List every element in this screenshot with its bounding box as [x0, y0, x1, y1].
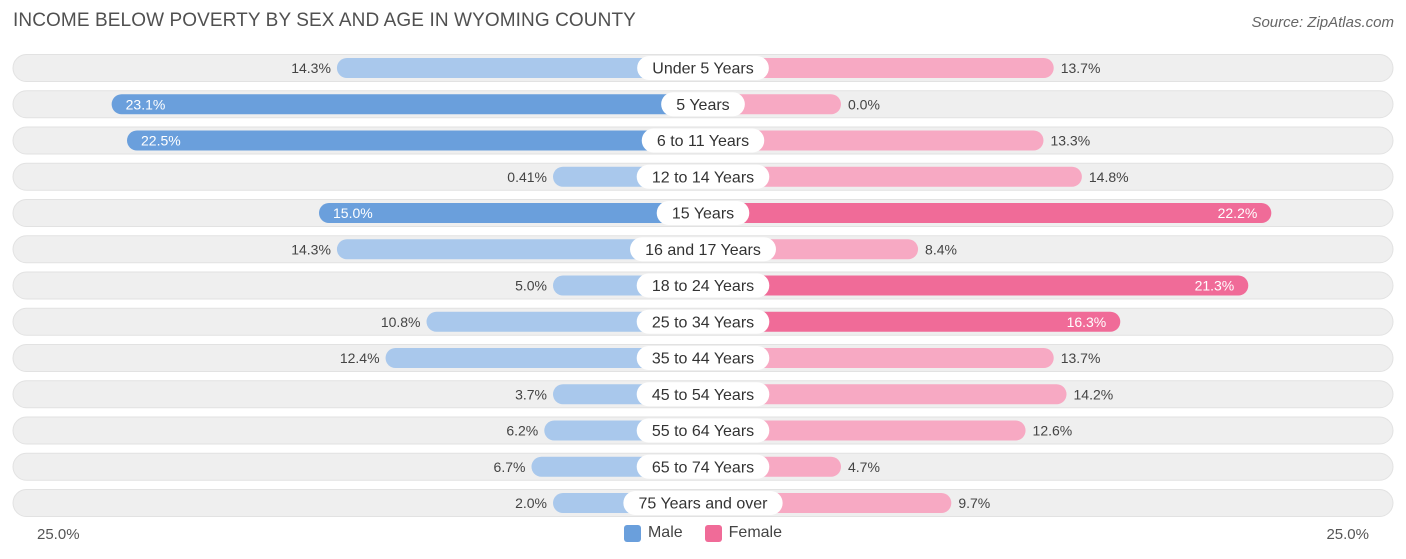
category-label: 18 to 24 Years	[652, 278, 754, 295]
female-value-label: 13.7%	[1061, 350, 1101, 366]
category-label-bg	[636, 273, 770, 298]
legend-item-female: Female	[704, 524, 783, 542]
female-value-label: 13.3%	[1050, 133, 1090, 149]
category-label-bg	[636, 454, 770, 479]
category-label-bg	[636, 418, 770, 443]
category-label: Under 5 Years	[652, 61, 753, 78]
category-label-bg	[661, 92, 745, 117]
category-label: 6 to 11 Years	[657, 133, 749, 150]
legend-swatch-female	[704, 524, 722, 542]
category-label: 16 and 17 Years	[645, 242, 761, 259]
category-label: 65 to 74 Years	[652, 459, 754, 476]
female-value-label: 8.4%	[925, 241, 957, 257]
category-label: 45 to 54 Years	[652, 387, 754, 404]
category-label: 75 Years and over	[639, 496, 769, 513]
male-value-label: 15.0%	[333, 205, 373, 221]
female-value-label: 4.7%	[848, 459, 880, 475]
male-value-label: 0.41%	[507, 169, 547, 185]
category-label-bg	[641, 128, 765, 153]
male-value-label: 14.3%	[291, 241, 331, 257]
category-label: 12 to 14 Years	[652, 169, 754, 186]
male-value-label: 6.7%	[494, 459, 526, 475]
category-label-bg	[636, 309, 770, 334]
female-bar	[703, 275, 1249, 296]
female-value-label: 0.0%	[848, 96, 880, 112]
female-bar	[703, 58, 1054, 78]
male-bar	[426, 311, 703, 332]
category-label-bg	[636, 382, 770, 407]
female-bar	[703, 166, 1082, 187]
male-value-label: 14.3%	[291, 60, 331, 76]
male-value-label: 5.0%	[515, 278, 547, 294]
chart-source: Source: ZipAtlas.com	[1251, 14, 1394, 31]
male-value-label: 23.1%	[126, 96, 166, 112]
female-bar	[703, 384, 1067, 405]
axis-left-label: 25.0%	[37, 526, 80, 543]
legend-label-male: Male	[647, 524, 683, 541]
category-label: 35 to 44 Years	[652, 351, 754, 368]
category-label-bg	[623, 491, 783, 515]
category-label: 15 Years	[672, 206, 734, 223]
chart-title: INCOME BELOW POVERTY BY SEX AND AGE IN W…	[13, 10, 636, 31]
female-value-label: 22.2%	[1218, 205, 1258, 221]
female-value-label: 14.8%	[1089, 169, 1129, 185]
male-value-label: 12.4%	[340, 350, 380, 366]
female-value-label: 21.3%	[1195, 278, 1235, 294]
female-bar	[703, 203, 1272, 223]
female-value-label: 16.3%	[1067, 314, 1107, 330]
female-bar	[703, 348, 1054, 368]
female-bar	[703, 311, 1121, 332]
female-value-label: 12.6%	[1033, 423, 1073, 439]
category-label-bg	[636, 164, 770, 189]
male-value-label: 3.7%	[515, 386, 547, 402]
chart-canvas: Under 5 Years 14.3% 13.7% 5 Years 23.1% 0.0% 6…	[12, 54, 1394, 517]
female-bar	[703, 130, 1044, 151]
male-value-label: 2.0%	[515, 495, 547, 511]
male-value-label: 10.8%	[381, 314, 421, 330]
axis-right-label: 25.0%	[1326, 526, 1369, 543]
female-value-label: 9.7%	[958, 495, 990, 511]
male-bar	[385, 348, 703, 368]
male-bar	[127, 130, 703, 151]
category-label-bg	[656, 201, 750, 225]
legend-label-female: Female	[728, 524, 783, 541]
category-label: 5 Years	[676, 97, 729, 114]
male-bar	[336, 58, 703, 78]
female-value-label: 14.2%	[1074, 386, 1114, 402]
male-bar	[111, 94, 703, 115]
category-label: 25 to 34 Years	[652, 314, 754, 331]
male-bar	[336, 239, 703, 260]
category-label-bg	[637, 56, 769, 80]
category-label-bg	[636, 346, 770, 370]
male-value-label: 6.2%	[506, 423, 538, 439]
legend-item-male: Male	[623, 524, 683, 542]
category-label-bg	[630, 237, 776, 262]
female-value-label: 13.7%	[1061, 60, 1101, 76]
male-bar	[319, 203, 703, 223]
male-value-label: 22.5%	[141, 133, 181, 149]
female-bar	[703, 420, 1026, 441]
legend-swatch-male	[623, 524, 641, 542]
category-label: 55 to 64 Years	[652, 423, 754, 440]
legend: Male Female	[0, 524, 1406, 542]
